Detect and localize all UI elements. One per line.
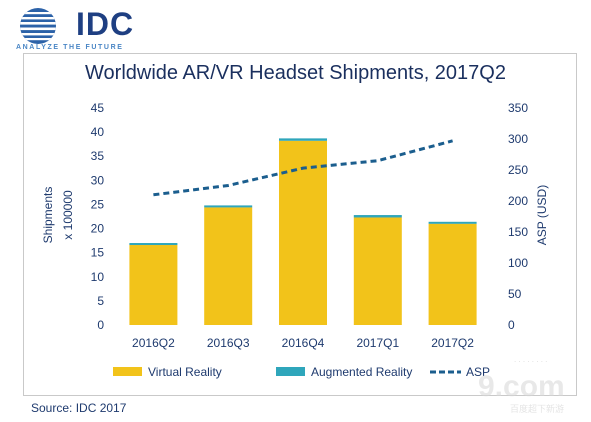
idc-globe-icon [20,8,56,44]
chart-legend: Virtual Reality Augmented Reality ASP [113,365,490,379]
asp-line-layer [153,139,453,197]
idc-logo: IDC ANALYZE THE FUTURE [14,6,164,51]
y-tick-left-40: 40 [91,125,105,139]
y-tick-left-15: 15 [91,246,105,260]
x-tick-2017Q2: 2017Q2 [431,336,474,350]
logo-tagline: ANALYZE THE FUTURE [16,44,124,51]
x-tick-2016Q2: 2016Q2 [132,336,175,350]
y-tick-right-350: 350 [508,101,528,115]
bar-augmented-reality-2016Q4 [279,138,327,141]
watermark-main: 9.com [478,370,565,403]
watermark-top-text: · · · · · · · · [514,358,547,366]
x-tick-2016Q3: 2016Q3 [207,336,250,350]
x-tick-2016Q4: 2016Q4 [282,336,325,350]
bar-virtual-reality-2017Q2 [428,223,477,325]
logo-wordmark: IDC [76,6,135,42]
y-tick-right-100: 100 [508,256,528,270]
x-tick-2017Q1: 2017Q1 [356,336,399,350]
y-tick-right-200: 200 [508,194,528,208]
watermark-sub: 百度超下新游 [510,403,564,415]
source-note: Source: IDC 2017 [31,401,127,415]
category-axis-ticks: 2016Q2 2016Q3 2016Q4 2017Q1 2017Q2 [132,336,474,350]
y-tick-right-300: 300 [508,132,528,146]
y-tick-left-5: 5 [97,294,104,308]
site-watermark: · · · · · · · · 9.com 百度超下新游 [478,358,565,415]
y-tick-left-45: 45 [91,101,105,115]
y-tick-left-20: 20 [91,222,105,236]
y-tick-right-150: 150 [508,225,528,239]
y-tick-left-10: 10 [91,270,105,284]
y-tick-left-35: 35 [91,149,105,163]
y-tick-right-50: 50 [508,287,522,301]
y-axis-label-right: ASP (USD) [535,185,549,245]
legend-label-asp: ASP [466,365,490,379]
y-tick-left-25: 25 [91,197,105,211]
legend-swatch-ar [276,367,305,376]
legend-label-vr: Virtual Reality [148,365,222,379]
bar-virtual-reality-2016Q3 [204,207,253,325]
left-axis-ticks: 0 5 10 15 20 25 30 35 40 45 [91,101,105,332]
bar-augmented-reality-2016Q3 [204,205,253,208]
y-tick-right-0: 0 [508,318,515,332]
y-axis-label-left-line1: Shipments [41,187,55,244]
y-tick-left-30: 30 [91,173,105,187]
bar-augmented-reality-2017Q2 [428,221,477,224]
bar-virtual-reality-2017Q1 [353,217,402,325]
legend-swatch-vr [113,367,142,376]
legend-label-ar: Augmented Reality [311,365,412,379]
chart-title: Worldwide AR/VR Headset Shipments, 2017Q… [85,62,506,84]
asp-line [153,139,453,197]
y-axis-label-left-line2: x 100000 [61,190,75,240]
y-tick-left-0: 0 [97,318,104,332]
bar-virtual-reality-2016Q2 [129,244,178,325]
bar-augmented-reality-2016Q2 [129,243,178,246]
y-tick-right-250: 250 [508,163,528,177]
right-axis-ticks: 0 50 100 150 200 250 300 350 [508,101,528,332]
bar-augmented-reality-2017Q1 [353,215,402,218]
bars-layer [129,138,477,325]
